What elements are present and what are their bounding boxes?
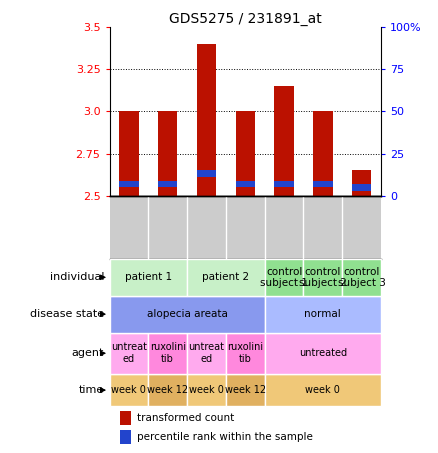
Bar xyxy=(197,170,216,177)
Bar xyxy=(226,333,265,374)
Bar xyxy=(158,111,177,196)
Text: alopecia areata: alopecia areata xyxy=(147,309,227,319)
Bar xyxy=(265,296,381,333)
Bar xyxy=(148,374,187,406)
Text: control
subject 3: control subject 3 xyxy=(338,266,385,288)
Text: agent: agent xyxy=(72,348,104,358)
Text: patient 2: patient 2 xyxy=(202,272,250,282)
Bar xyxy=(120,410,131,425)
Bar xyxy=(226,374,265,406)
Bar xyxy=(187,259,265,296)
Bar xyxy=(119,111,138,196)
Text: ruxolini
tib: ruxolini tib xyxy=(150,342,186,364)
Bar xyxy=(236,111,255,196)
Bar xyxy=(158,181,177,187)
Bar xyxy=(265,259,304,296)
Bar xyxy=(236,181,255,187)
Text: time: time xyxy=(79,385,104,395)
Bar xyxy=(313,111,332,196)
Bar xyxy=(265,333,381,374)
Text: untreated: untreated xyxy=(299,348,347,358)
Bar xyxy=(110,374,148,406)
Text: ruxolini
tib: ruxolini tib xyxy=(227,342,263,364)
Text: patient 1: patient 1 xyxy=(125,272,172,282)
Text: normal: normal xyxy=(304,309,341,319)
Title: GDS5275 / 231891_at: GDS5275 / 231891_at xyxy=(169,12,321,26)
Bar xyxy=(120,429,131,444)
Bar xyxy=(304,259,342,296)
Bar xyxy=(187,374,226,406)
Bar xyxy=(197,44,216,196)
Bar xyxy=(110,333,148,374)
Bar xyxy=(110,259,187,296)
Text: untreat
ed: untreat ed xyxy=(111,342,147,364)
Text: disease state: disease state xyxy=(30,309,104,319)
Bar xyxy=(148,333,187,374)
Bar xyxy=(352,170,371,196)
Text: week 12: week 12 xyxy=(225,385,266,395)
Bar xyxy=(313,181,332,187)
Text: week 0: week 0 xyxy=(305,385,340,395)
Text: week 0: week 0 xyxy=(189,385,224,395)
Bar xyxy=(265,374,381,406)
Text: control
subject 2: control subject 2 xyxy=(299,266,347,288)
Text: individual: individual xyxy=(49,272,104,282)
Bar xyxy=(342,259,381,296)
Bar xyxy=(119,181,138,187)
Text: percentile rank within the sample: percentile rank within the sample xyxy=(137,432,313,442)
Text: week 0: week 0 xyxy=(111,385,146,395)
Text: control
subject 1: control subject 1 xyxy=(260,266,308,288)
Bar xyxy=(352,184,371,191)
Bar xyxy=(274,86,294,196)
Text: untreat
ed: untreat ed xyxy=(188,342,225,364)
Bar xyxy=(110,296,265,333)
Text: transformed count: transformed count xyxy=(137,413,234,423)
Bar xyxy=(274,181,294,187)
Bar xyxy=(187,333,226,374)
Text: week 12: week 12 xyxy=(147,385,188,395)
